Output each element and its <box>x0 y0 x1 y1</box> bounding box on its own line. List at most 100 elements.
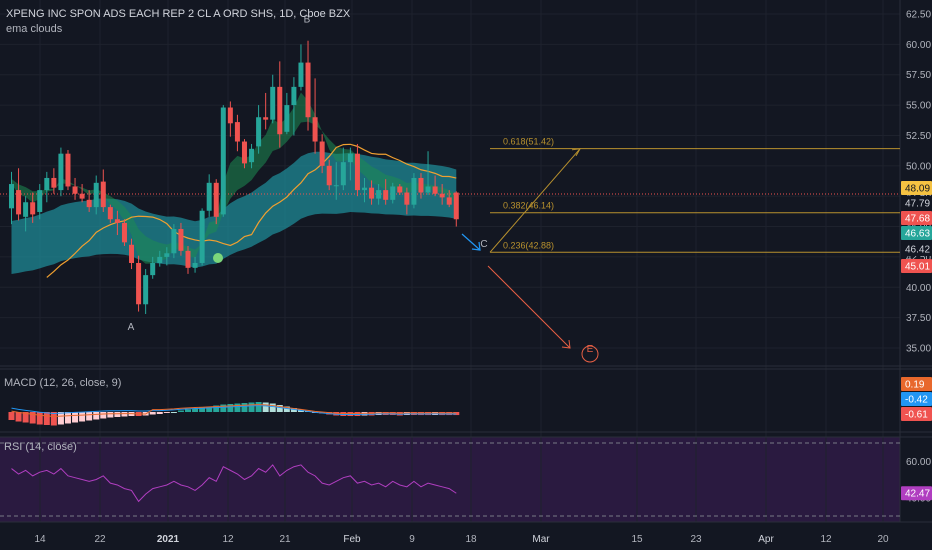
candle-body <box>418 177 424 193</box>
macd-histogram-bar <box>57 412 64 425</box>
candle-body <box>390 186 396 200</box>
macd-histogram-bar <box>192 408 199 412</box>
macd-badge-label: 0.19 <box>905 380 925 391</box>
candle-body <box>425 186 431 193</box>
macd-histogram-bar <box>29 412 36 424</box>
candle-body <box>362 187 367 191</box>
candle-body <box>86 199 92 208</box>
candle-body <box>354 153 360 191</box>
price-badge-label: 47.79 <box>905 199 930 210</box>
candle-body <box>439 193 445 198</box>
macd-histogram-bar <box>64 412 71 424</box>
macd-histogram-bar <box>86 412 93 421</box>
candle-body <box>291 86 297 106</box>
price-badge-label: 47.68 <box>905 214 930 225</box>
macd-histogram-bar <box>220 404 227 412</box>
candle-body <box>44 177 50 191</box>
candle-body <box>121 222 127 243</box>
candle-body <box>256 117 262 147</box>
fib-projection-up <box>489 148 581 253</box>
cross-signal-dot <box>213 253 223 263</box>
macd-histogram-bar <box>283 406 290 412</box>
candle-body <box>333 185 339 187</box>
price-tick-label: 55.00 <box>906 101 931 112</box>
macd-line <box>11 405 457 416</box>
macd-histogram-bar <box>290 408 297 412</box>
wave-label-e: E <box>587 344 594 355</box>
price-badge-label: 46.63 <box>905 229 930 240</box>
candle-body <box>312 117 318 142</box>
candle-body <box>432 186 438 194</box>
time-tick-label: Feb <box>343 534 361 545</box>
macd-badge <box>901 392 932 406</box>
macd-histogram-bar <box>93 412 100 420</box>
candle-body <box>319 141 325 166</box>
candle-body <box>213 182 219 217</box>
macd-histogram-bar <box>156 412 163 414</box>
candle-body <box>347 153 353 163</box>
candle-body <box>199 210 205 263</box>
macd-histogram-bar <box>269 403 276 412</box>
time-tick-label: 15 <box>631 534 643 545</box>
macd-histogram-bar <box>241 403 248 412</box>
arrowhead-blue <box>471 241 481 251</box>
macd-histogram-bar <box>206 406 213 412</box>
macd-histogram-bar <box>36 412 43 425</box>
ema-orange-line <box>46 143 457 278</box>
rsi-badge <box>901 486 932 501</box>
candle-body <box>107 207 113 220</box>
candle-body <box>383 190 389 200</box>
candle-body <box>376 190 382 199</box>
price-tick-label: 35.00 <box>906 344 931 355</box>
candle-body <box>305 62 311 118</box>
macd-histogram-bar <box>43 412 50 425</box>
macd-histogram-bar <box>107 412 114 418</box>
fib-level-label: 0.382(46.14) <box>503 201 554 211</box>
macd-histogram-bar <box>8 412 15 420</box>
candle-body <box>446 197 452 205</box>
price-badge <box>901 242 932 256</box>
rsi-line <box>11 464 457 503</box>
candle-body <box>206 182 212 211</box>
macd-histogram-bar <box>262 402 269 412</box>
macd-histogram-bar <box>114 412 121 417</box>
macd-histogram-bar <box>255 402 262 412</box>
wave-label-c: C <box>480 239 487 250</box>
price-tick-label: 60.00 <box>906 40 931 51</box>
macd-histogram-bar <box>50 412 57 426</box>
candle-body <box>72 186 78 194</box>
macd-histogram-bar <box>199 407 206 412</box>
candle-body <box>178 228 184 251</box>
arrowhead-up <box>571 148 581 157</box>
macd-histogram-bar <box>72 412 79 423</box>
macd-badge-label: -0.61 <box>905 410 928 421</box>
time-tick-label: 18 <box>465 534 477 545</box>
candle-body <box>185 250 191 268</box>
macd-histogram-bar <box>149 412 156 415</box>
time-tick-label: 21 <box>279 534 291 545</box>
price-badge-label: 45.01 <box>905 262 930 273</box>
price-tick-label: 42.50 <box>906 252 931 263</box>
candle-body <box>30 202 36 215</box>
candle-body <box>9 184 14 209</box>
time-tick-label: 20 <box>877 534 889 545</box>
candle-body <box>157 256 163 263</box>
time-tick-label: 14 <box>34 534 46 545</box>
candle-body <box>16 190 22 215</box>
candle-body <box>234 122 240 142</box>
candle-body <box>326 165 332 186</box>
macd-histogram-bar <box>177 410 184 412</box>
macd-histogram-bar <box>227 404 234 412</box>
candle-body <box>277 86 283 135</box>
arrowhead-red <box>561 339 571 349</box>
macd-histogram-bar <box>15 412 22 422</box>
fib-level-label: 0.236(42.88) <box>503 240 554 250</box>
symbol-title: XPENG INC SPON ADS EACH REP 2 CL A ORD S… <box>6 8 351 20</box>
time-tick-label: 2021 <box>157 534 180 545</box>
candle-body <box>150 262 156 276</box>
candle-body <box>263 117 269 120</box>
candle-body <box>51 177 57 188</box>
macd-label: MACD (12, 26, close, 9) <box>4 377 122 389</box>
point-e-circle <box>581 345 599 363</box>
